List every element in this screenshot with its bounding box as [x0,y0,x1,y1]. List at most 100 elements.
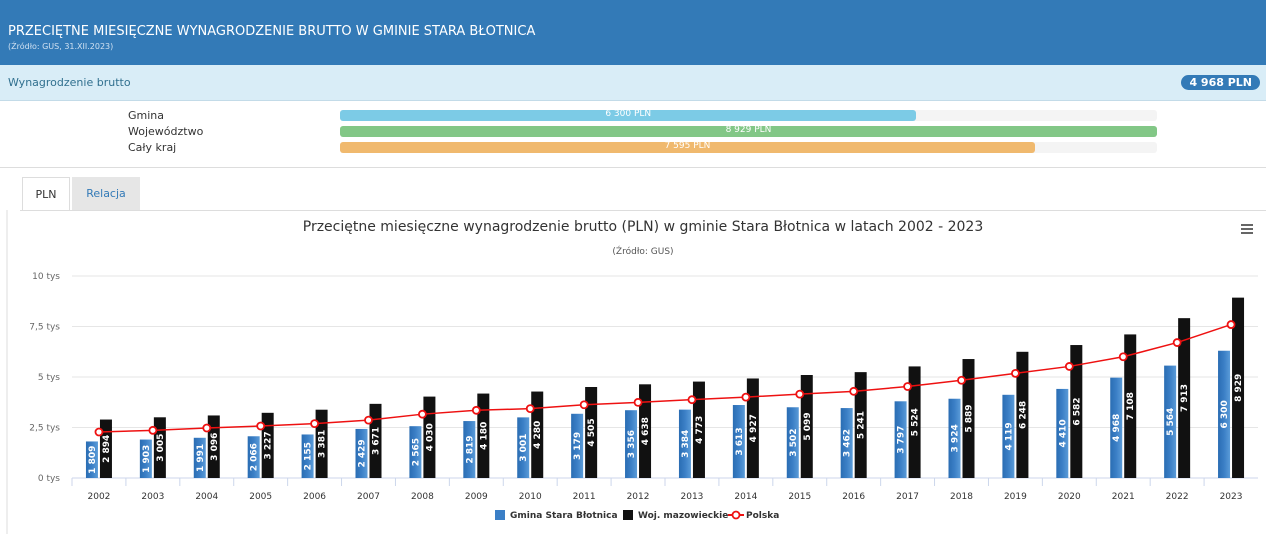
x-tick-label: 2017 [896,492,919,502]
bar [99,419,112,478]
bar [85,441,98,478]
bar [746,378,759,478]
legend-label: Gmina Stara Błotnica [510,511,618,521]
x-tick-label: 2009 [465,492,488,502]
bar: 8 929 PLN [340,125,1157,137]
bar [1164,365,1177,478]
bar [369,403,382,478]
bar [301,434,314,478]
x-tick-label: 2019 [1004,492,1027,502]
data-label: 5 241 [857,411,867,439]
bar [463,421,476,478]
data-label: 3 797 [897,426,907,454]
data-label: 3 384 [681,430,691,458]
tab[interactable]: Relacja [72,177,140,210]
data-label: 4 119 [1004,422,1014,450]
divider [0,167,1266,168]
bar [1110,377,1123,478]
point [148,425,158,435]
row-label: Województwo [128,125,204,138]
bar [247,436,260,478]
y-tick-label: 7,5 tys [29,323,60,333]
bar [477,393,490,478]
x-tick-label: 2023 [1220,492,1243,502]
x-tick-label: 2014 [734,492,757,502]
legend-swatch [731,510,741,520]
data-label: 8 929 [1234,374,1244,402]
bar [732,405,745,478]
bar [409,426,422,478]
bar [315,409,328,478]
tab[interactable]: PLN [22,177,70,210]
data-label: 2 819 [465,435,475,463]
header-source: (Źródło: GUS, 31.XII.2023) [8,42,114,51]
data-label: 2 894 [102,435,112,463]
summary: Wynagrodzenie brutto 4 968 PLN [0,65,1266,101]
point [1172,338,1182,347]
bar [261,412,274,478]
y-tick-label: 5 tys [38,373,60,383]
point [903,382,912,391]
data-label: 6 582 [1072,397,1082,425]
bar-label: 6 300 PLN [605,109,652,119]
menu-icon[interactable] [1241,224,1253,234]
bar [585,386,598,478]
data-label: 3 613 [735,427,745,455]
y-tick-label: 0 tys [38,474,60,484]
x-tick-label: 2012 [627,492,650,502]
bar [786,407,799,478]
data-label: 4 410 [1058,419,1068,447]
bar [1056,388,1069,478]
bar-track: 6 300 PLN [340,109,1157,121]
point [1064,362,1074,371]
bar [908,366,921,478]
x-tick-label: 2002 [88,492,111,502]
bar [423,396,436,478]
data-label: 1 991 [196,444,206,472]
data-label: 4 180 [479,422,489,450]
bar [517,417,530,478]
bar-label: 8 929 PLN [725,125,772,135]
point [310,419,319,429]
data-label: 4 280 [533,421,543,449]
bar-track: 8 929 PLN [340,125,1157,137]
summary-label: Wynagrodzenie brutto [8,76,131,89]
bar: 6 300 PLN [340,109,917,121]
data-label: 2 565 [411,438,421,466]
legend-swatch [495,510,505,520]
data-label: 3 924 [951,424,961,452]
data-label: 5 889 [965,404,975,432]
x-tick-label: 2006 [303,492,326,502]
data-label: 1 903 [142,445,152,473]
data-label: 7 913 [1180,384,1190,412]
data-label: 6 300 [1220,400,1230,428]
bar [193,437,206,478]
bar [571,413,584,478]
summary-badge: 4 968 PLN [1181,75,1260,90]
bar-label: 7 595 PLN [664,141,711,151]
row-label: Gmina [128,109,165,122]
point [525,404,535,414]
bar [1002,394,1015,478]
bar: 7 595 PLN [340,141,1035,153]
legend-swatch [623,510,633,520]
bar [153,417,166,478]
bar [531,391,544,478]
point [202,423,212,433]
row-label: Cały kraj [128,141,177,154]
point [1011,368,1020,378]
point [849,386,859,396]
point [957,375,966,385]
bar [1016,351,1029,478]
data-label: 3 227 [264,431,274,459]
x-tick-label: 2007 [357,492,380,502]
bar [355,428,368,478]
x-tick-label: 2010 [519,492,542,502]
data-label: 3 356 [627,430,637,458]
header: PRZECIĘTNE MIESIĘCZNE WYNAGRODZENIE BRUT… [0,0,1266,65]
data-label: 1 809 [88,446,98,474]
point [364,415,373,425]
bar [1178,318,1191,478]
point [741,392,751,402]
